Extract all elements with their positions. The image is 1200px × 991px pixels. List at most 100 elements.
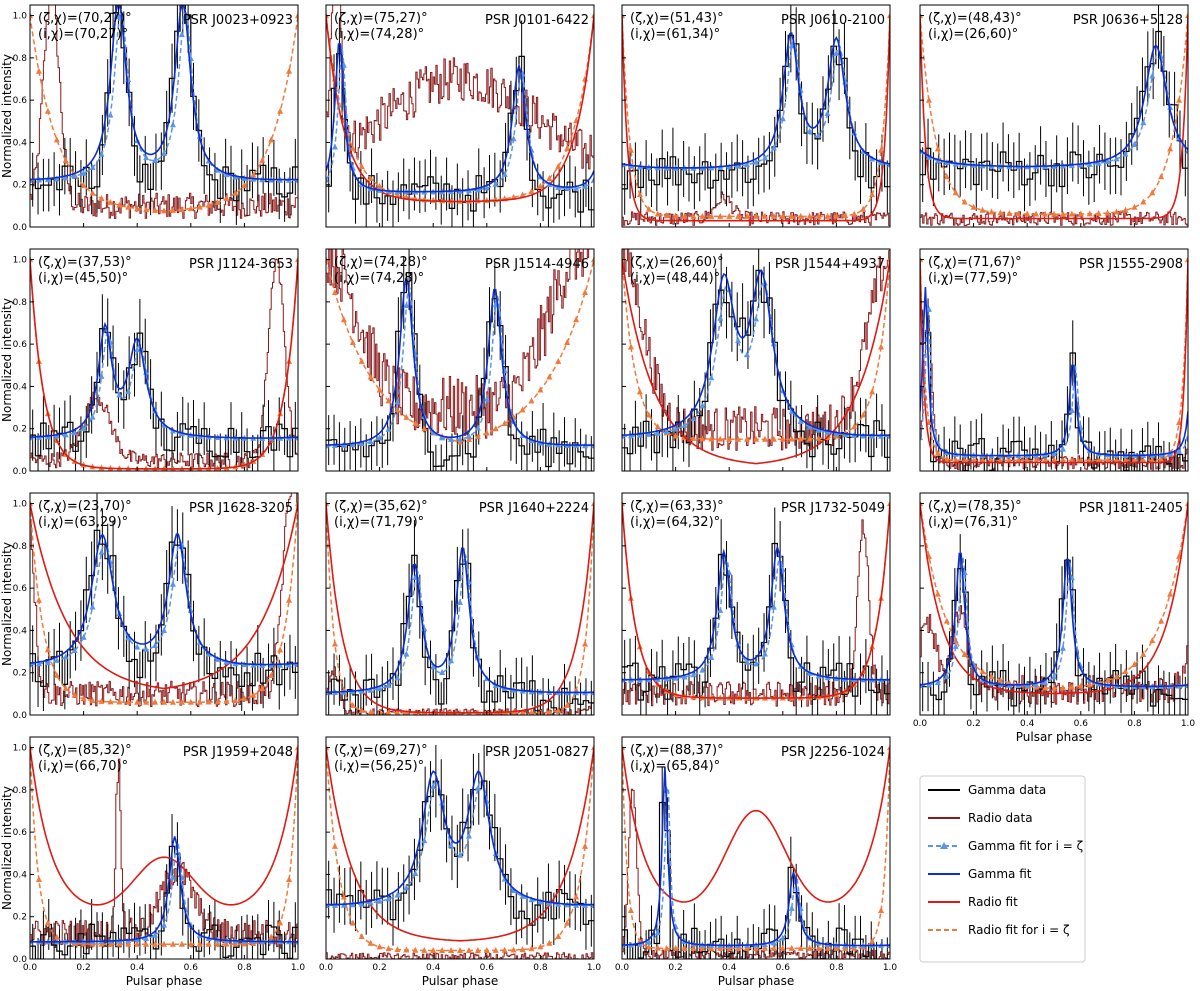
x-tick-label: 0.6: [1074, 719, 1089, 729]
gamma-fit-i-zeta-markers: [326, 573, 594, 696]
gamma-fit-series: [30, 836, 298, 943]
y-tick-label: 1.0: [13, 12, 28, 22]
plot-area: [326, 744, 594, 959]
legend-item: Radio fit: [928, 895, 1018, 909]
pulsar-name-label: PSR J1811-2405: [1079, 501, 1183, 516]
radio-fit-series: [622, 503, 890, 699]
gamma-fit-series: [622, 269, 890, 437]
gamma-error-bars: [624, 507, 888, 715]
subplot-psr-j1124-3653: 0.0 0.2 0.4 0.6 0.8 1.0 Normalized intensity (ζ…: [0, 248, 299, 477]
axis-ticks: [325, 259, 595, 472]
radio-fit-series: [326, 503, 594, 714]
zeta-chi-annotation: (ζ,χ)=(26,60)°: [630, 255, 724, 270]
plot-area: [326, 500, 594, 715]
axis-ticks: [325, 15, 595, 228]
y-tick-label: 0.2: [13, 669, 27, 679]
plot-area: [920, 5, 1188, 226]
zeta-chi-annotation: (ζ,χ)=(88,37)°: [630, 743, 724, 758]
zeta-chi-annotation: (ζ,χ)=(23,70)°: [38, 499, 132, 514]
i-chi-annotation: (i,χ)=(65,84)°: [630, 759, 720, 774]
zeta-chi-annotation: (ζ,χ)=(75,27)°: [334, 11, 428, 26]
gamma-fit-series: [30, 321, 298, 439]
x-tick-label: 1.0: [883, 963, 898, 973]
legend-label: Gamma fit: [968, 867, 1032, 881]
legend-label: Radio fit for i = ζ: [968, 923, 1069, 937]
gamma-fit-series: [30, 5, 298, 181]
legend-item: Gamma data: [928, 783, 1046, 797]
zeta-chi-annotation: (ζ,χ)=(71,67)°: [928, 255, 1022, 270]
x-tick-label: 0.0: [913, 719, 928, 729]
x-axis-label: Pulsar phase: [718, 974, 795, 988]
x-tick-label: 1.0: [291, 963, 306, 973]
plot-area: [326, 249, 594, 471]
legend-box: [919, 775, 1086, 963]
pulsar-name-label: PSR J1544+4937: [775, 257, 885, 272]
radio-fit-series: [920, 15, 1188, 220]
plot-area: [622, 5, 890, 226]
subplot-psr-j1628-3205: 0.0 0.2 0.4 0.6 0.8 1.0 Normalized intensity (ζ…: [0, 492, 299, 721]
pulsar-name-label: PSR J1555-2908: [1079, 257, 1183, 272]
y-tick-label: 1.0: [13, 256, 28, 266]
plot-area: [30, 256, 298, 471]
x-tick-label: 0.0: [23, 963, 38, 973]
plot-area: [30, 744, 298, 959]
y-tick-label: 0.8: [13, 54, 28, 64]
pulsar-name-label: PSR J0101-6422: [485, 13, 589, 28]
y-tick-label: 0.8: [13, 298, 28, 308]
radio-fit-i-zeta-markers: [30, 744, 298, 947]
i-chi-annotation: (i,χ)=(61,34)°: [630, 27, 720, 42]
x-tick-label: 0.0: [615, 963, 630, 973]
radio-data-series: [326, 952, 594, 959]
radio-fit-i-zeta-markers: [920, 12, 1188, 217]
zeta-chi-annotation: (ζ,χ)=(70,27)°: [38, 11, 132, 26]
radio-fit-series: [920, 259, 1188, 464]
y-tick-label: 0.0: [13, 711, 28, 721]
y-axis-label: Normalized intensity: [0, 786, 14, 910]
subplot-psr-j2051-0827: 0.0 0.2 0.4 0.6 0.8 1.0 Pulsar phase (ζ,χ)=(69,…: [319, 736, 601, 988]
axes-frame: [29, 248, 299, 472]
subplot-psr-j0023+0923: 0.0 0.2 0.4 0.6 0.8 1.0 Normalized intensity (ζ…: [0, 4, 299, 233]
pulsar-name-label: PSR J0636+5128: [1073, 13, 1183, 28]
radio-fit-series: [920, 503, 1188, 695]
y-tick-label: 0.2: [13, 913, 27, 923]
x-axis-label: Pulsar phase: [422, 974, 499, 988]
subplot-psr-j1811-2405: 0.0 0.2 0.4 0.6 0.8 1.0 Pulsar phase (ζ,χ)=(78,…: [913, 492, 1196, 744]
pulsar-name-label: PSR J0610-2100: [781, 13, 885, 28]
legend-label: Radio fit: [968, 895, 1018, 909]
plot-area: [622, 249, 890, 471]
gamma-fit-i-zeta-markers: [920, 305, 1188, 459]
axes-frame: [29, 492, 299, 716]
radio-data-series: [326, 249, 594, 439]
radio-fit-series: [30, 747, 298, 906]
i-chi-annotation: (i,χ)=(45,50)°: [38, 271, 128, 286]
axis-ticks: [621, 259, 891, 472]
x-tick-label: 0.2: [668, 963, 682, 973]
i-chi-annotation: (i,χ)=(74,28)°: [334, 271, 424, 286]
x-tick-label: 1.0: [1181, 719, 1196, 729]
pulsar-name-label: PSR J1732-5049: [781, 501, 885, 516]
gamma-fit-series: [920, 286, 1188, 457]
gamma-data-series: [30, 5, 298, 202]
radio-data-series: [326, 5, 594, 170]
axes-frame: [621, 736, 891, 960]
axis-ticks: 0.0 0.2 0.4 0.6 0.8 1.0 0.0 0.2 0.4 0.6 0.8 1.0: [13, 744, 306, 973]
y-tick-label: 1.0: [13, 744, 28, 754]
radio-fit-series: [30, 259, 298, 470]
subplot-psr-j2256-1024: 0.0 0.2 0.4 0.6 0.8 1.0 Pulsar phase (ζ,χ)=(88,…: [615, 736, 898, 988]
axes-frame: [325, 736, 595, 960]
gamma-fit-i-zeta-markers: [920, 53, 1188, 170]
x-tick-label: 0.6: [480, 963, 495, 973]
x-tick-label: 0.2: [372, 963, 386, 973]
gamma-error-bars: [328, 249, 592, 471]
radio-data-series: [30, 258, 298, 469]
y-tick-label: 0.2: [13, 181, 27, 191]
legend-item: Gamma fit: [928, 867, 1032, 881]
zeta-chi-annotation: (ζ,χ)=(74,28)°: [334, 255, 428, 270]
radio-fit-series: [30, 503, 298, 690]
zeta-chi-annotation: (ζ,χ)=(48,43)°: [928, 11, 1022, 26]
axes-frame: [325, 248, 595, 472]
x-tick-label: 0.6: [776, 963, 791, 973]
plot-area: [920, 256, 1188, 471]
axes-frame: [325, 492, 595, 716]
radio-fit-i-zeta-markers: [326, 256, 594, 445]
